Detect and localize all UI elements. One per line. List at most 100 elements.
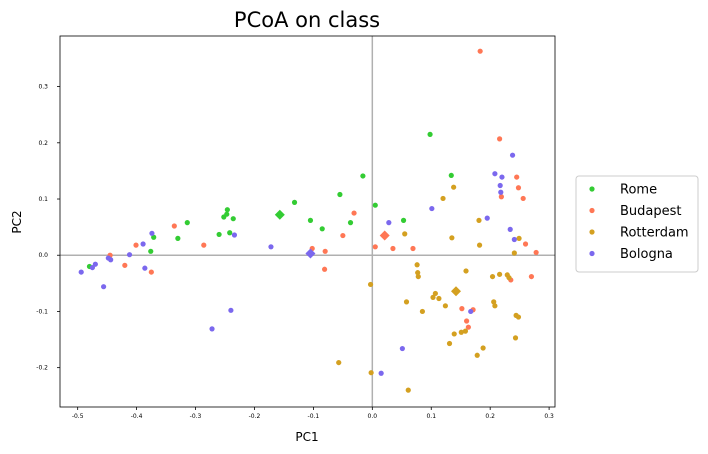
- y-tick-label: 0.2: [38, 140, 48, 147]
- legend-item-rotterdam: Rotterdam: [589, 226, 689, 241]
- legend-label-budapest: Budapest: [620, 204, 682, 219]
- data-point-budapest: [410, 245, 416, 252]
- data-point-rome: [427, 131, 433, 137]
- centroid-rotterdam: [451, 286, 461, 297]
- data-point-rotterdam: [415, 270, 421, 276]
- data-point-rotterdam: [449, 235, 455, 241]
- data-point-rome: [337, 191, 343, 198]
- legend-label-rotterdam: Rotterdam: [620, 226, 689, 241]
- legend-item-budapest: Budapest: [589, 204, 682, 219]
- data-point-bologna: [209, 326, 215, 332]
- data-point-rotterdam: [515, 314, 522, 320]
- centroid-budapest: [379, 230, 390, 241]
- data-point-bologna: [399, 345, 405, 352]
- data-point-rome: [227, 230, 233, 236]
- series-rotterdam: [336, 184, 522, 393]
- data-point-bologna: [89, 264, 96, 271]
- data-point-rotterdam: [446, 340, 453, 347]
- data-point-budapest: [465, 324, 471, 330]
- data-point-bologna: [484, 215, 490, 221]
- data-point-budapest: [522, 241, 529, 247]
- x-tick-label: -0.4: [131, 413, 143, 420]
- centroid-bologna: [305, 248, 316, 259]
- data-point-rotterdam: [476, 242, 483, 248]
- data-point-bologna: [498, 189, 504, 195]
- data-point-budapest: [351, 210, 357, 216]
- data-point-budapest: [171, 223, 177, 229]
- data-point-bologna: [468, 308, 474, 315]
- data-point-bologna: [108, 257, 114, 263]
- y-tick-label: -0.2: [36, 365, 48, 372]
- data-point-budapest: [340, 232, 346, 239]
- series-budapest: [107, 48, 539, 330]
- x-tick-label: -0.5: [72, 413, 84, 420]
- data-point-rotterdam: [415, 273, 421, 280]
- data-point-rotterdam: [436, 295, 442, 302]
- x-tick-label: -0.1: [308, 413, 320, 420]
- data-point-bologna: [92, 261, 98, 267]
- data-point-rotterdam: [492, 303, 498, 309]
- data-point-rome: [216, 231, 222, 238]
- data-point-bologna: [509, 152, 516, 158]
- legend-marker-budapest: [589, 207, 595, 214]
- data-point-rome: [175, 235, 181, 241]
- data-point-rotterdam: [430, 294, 436, 300]
- data-point-budapest: [498, 194, 504, 200]
- data-point-bologna: [126, 252, 133, 258]
- y-tick-label: 0.0: [38, 252, 48, 259]
- data-point-budapest: [390, 245, 396, 252]
- data-point-rotterdam: [491, 299, 497, 305]
- data-point-budapest: [533, 249, 539, 256]
- plot-frame: [59, 35, 556, 408]
- data-point-bologna: [142, 265, 148, 271]
- x-tick-label: 0.2: [485, 413, 495, 420]
- data-point-rome: [224, 207, 230, 213]
- legend-marker-bologna: [589, 250, 595, 257]
- data-point-bologna: [386, 220, 392, 226]
- data-point-bologna: [268, 244, 274, 250]
- data-point-bologna: [78, 269, 84, 275]
- data-point-budapest: [497, 136, 503, 142]
- legend-label-rome: Rome: [620, 183, 657, 198]
- data-point-bologna: [429, 205, 435, 212]
- data-point-budapest: [122, 262, 128, 268]
- data-point-rotterdam: [405, 387, 411, 393]
- data-point-bologna: [231, 232, 238, 238]
- x-tick-label: -0.2: [249, 413, 261, 420]
- data-point-bologna: [511, 236, 517, 243]
- x-axis-label: PC1: [295, 430, 318, 444]
- data-point-rome: [372, 202, 378, 208]
- data-point-rotterdam: [440, 195, 446, 202]
- data-point-budapest: [515, 185, 522, 191]
- data-point-budapest: [148, 269, 154, 275]
- data-point-rome: [151, 234, 157, 240]
- data-point-budapest: [477, 48, 483, 54]
- data-point-bologna: [228, 307, 234, 313]
- data-point-rotterdam: [463, 268, 469, 274]
- data-point-rotterdam: [414, 262, 420, 268]
- data-point-rotterdam: [458, 329, 464, 335]
- data-point-budapest: [322, 248, 328, 254]
- data-point-rotterdam: [432, 290, 438, 297]
- y-axis-ticks: -0.2 -0.1 0.0 0.1 0.2 0.3: [36, 84, 60, 372]
- data-point-rome: [448, 172, 454, 179]
- data-point-rotterdam: [497, 271, 503, 277]
- data-point-bologna: [507, 226, 513, 232]
- data-point-bologna: [101, 284, 107, 290]
- data-point-rotterdam: [506, 275, 512, 281]
- data-point-rotterdam: [419, 308, 426, 315]
- data-point-bologna: [378, 370, 384, 376]
- x-tick-label: -0.3: [190, 413, 202, 420]
- data-point-rome: [224, 211, 230, 217]
- data-point-budapest: [459, 306, 465, 312]
- data-point-rotterdam: [511, 250, 517, 256]
- data-point-rome: [360, 173, 366, 179]
- x-axis-ticks: -0.5 -0.4 -0.3 -0.2 -0.1 0.0 0.1 0.2 0.3: [72, 407, 554, 420]
- data-point-budapest: [133, 242, 139, 248]
- data-point-rome: [319, 226, 325, 232]
- centroid-rome: [274, 209, 285, 220]
- data-point-rotterdam: [480, 345, 486, 351]
- data-point-bologna: [497, 182, 503, 189]
- points-layer: [78, 48, 539, 393]
